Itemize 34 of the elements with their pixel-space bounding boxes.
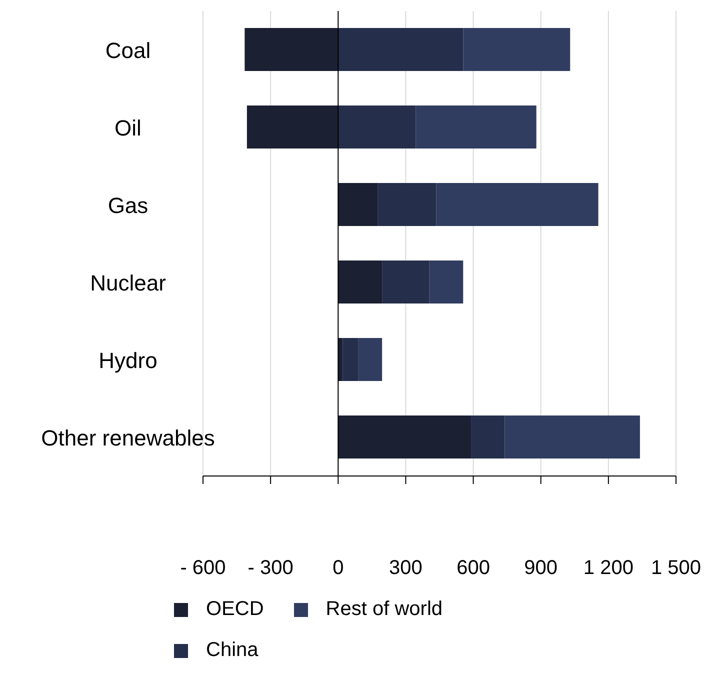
y-tick-label: Other renewables [41, 425, 215, 450]
bar [338, 260, 382, 304]
x-tick-label: 0 [332, 557, 344, 579]
bar [429, 260, 464, 304]
legend-label: Rest of world [326, 598, 443, 621]
y-tick-label: Coal [105, 38, 151, 63]
bar [358, 338, 382, 381]
bar [382, 260, 430, 304]
y-tick-label: Hydro [98, 348, 158, 373]
bar [338, 183, 378, 226]
bar [338, 106, 416, 148]
x-tick-label: - 600 [180, 557, 226, 579]
x-tick-label: - 300 [248, 557, 294, 579]
bar [463, 28, 570, 71]
x-tick-label: 300 [389, 557, 422, 579]
bar [416, 106, 536, 148]
bar [436, 183, 598, 226]
legend-label: OECD [206, 598, 264, 621]
bar [342, 338, 358, 381]
x-tick-label: 600 [456, 557, 490, 579]
bar [244, 28, 338, 71]
y-tick-label: Nuclear [90, 270, 166, 296]
y-tick-label: Oil [114, 115, 142, 140]
y-tick-label: Gas [108, 192, 148, 218]
x-tick-label: 1 500 [650, 557, 702, 579]
bar [338, 28, 464, 71]
bar [471, 416, 505, 458]
bar [338, 416, 472, 458]
bar [246, 106, 338, 148]
bar [378, 183, 436, 226]
x-tick-label: 1 200 [583, 557, 634, 579]
legend-label: China [206, 639, 258, 662]
bar [504, 416, 640, 458]
x-tick-label: 900 [524, 557, 558, 579]
